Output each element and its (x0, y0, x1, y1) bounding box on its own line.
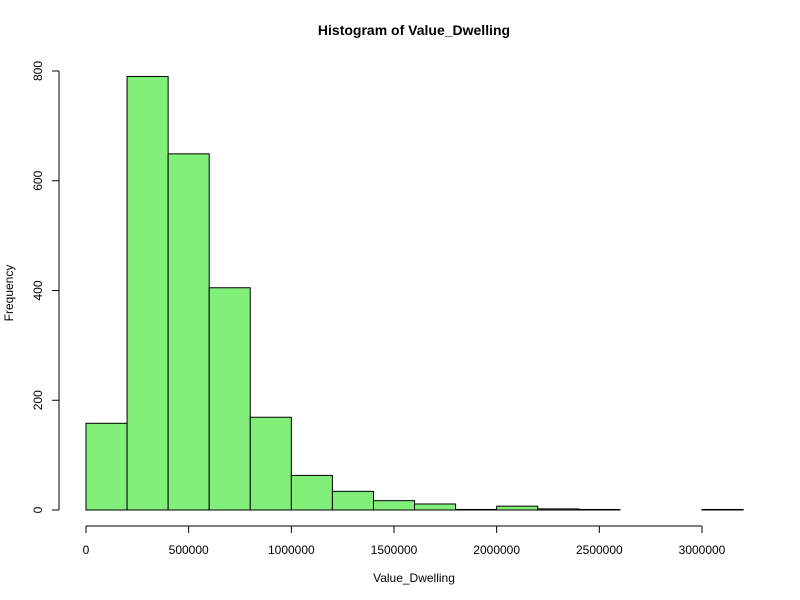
x-tick-label: 500000 (169, 543, 209, 557)
x-axis-label: Value_Dwelling (373, 571, 455, 585)
histogram-bar (537, 508, 580, 511)
histogram-bar (455, 508, 498, 511)
histogram-bar (85, 422, 128, 511)
x-tick-label: 2500000 (576, 543, 623, 557)
x-tick-label: 3000000 (679, 543, 726, 557)
y-axis: 0 200 400 600 800 (31, 61, 60, 513)
x-tick-label: 1000000 (268, 543, 315, 557)
y-tick-label: 0 (31, 506, 45, 513)
histogram-bar (701, 508, 744, 511)
x-tick-label: 2000000 (473, 543, 520, 557)
chart-title: Histogram of Value_Dwelling (318, 22, 510, 38)
x-tick-label: 0 (83, 543, 90, 557)
y-tick-label: 800 (31, 61, 45, 81)
y-tick-label: 200 (31, 390, 45, 410)
histogram-bar (578, 508, 621, 511)
y-tick-label: 400 (31, 280, 45, 300)
histogram-bar (167, 153, 210, 511)
histogram-bar (372, 500, 416, 511)
histogram-bar (126, 75, 169, 511)
histogram-bar (331, 490, 374, 511)
histogram-bar (208, 287, 251, 511)
histogram-bar (290, 474, 333, 511)
y-axis-label: Frequency (2, 265, 16, 322)
y-tick-label: 600 (31, 170, 45, 190)
histogram-bar (496, 505, 539, 511)
histogram-bars (85, 75, 744, 511)
histogram-bar (249, 416, 292, 511)
x-axis: 0 500000 1000000 1500000 2000000 2500000 30000… (83, 525, 726, 557)
histogram-bar (414, 503, 457, 511)
x-tick-label: 1500000 (371, 543, 418, 557)
